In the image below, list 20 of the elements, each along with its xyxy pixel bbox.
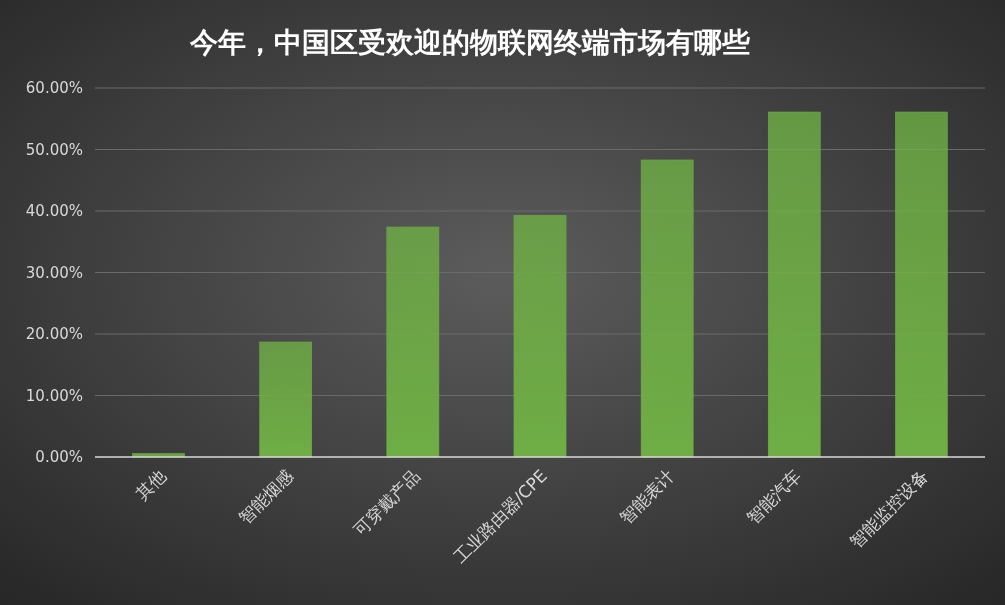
chart-title: 今年，中国区受欢迎的物联网终端市场有哪些 <box>189 26 750 59</box>
y-tick-label: 60.00% <box>25 79 83 97</box>
y-tick-label: 30.00% <box>25 263 83 282</box>
y-tick-label: 50.00% <box>25 140 83 159</box>
y-tick-label: 10.00% <box>25 386 83 405</box>
bar <box>513 215 567 458</box>
x-tick-label: 智能汽车 <box>742 465 806 528</box>
bar <box>640 159 694 458</box>
bar <box>767 111 821 458</box>
y-tick-label: 40.00% <box>25 202 83 220</box>
x-tick-label: 智能监控设备 <box>845 465 933 552</box>
bar <box>895 111 948 458</box>
y-tick-label: 20.00% <box>25 325 83 343</box>
bar <box>386 226 440 458</box>
x-tick-label: 可穿戴产品 <box>349 465 424 540</box>
bar <box>259 341 313 458</box>
x-tick-label: 智能烟感 <box>234 465 297 528</box>
y-tick-label: 0.00% <box>35 448 83 466</box>
x-tick-label: 其他 <box>131 465 170 504</box>
x-tick-label: 智能表计 <box>615 465 678 528</box>
